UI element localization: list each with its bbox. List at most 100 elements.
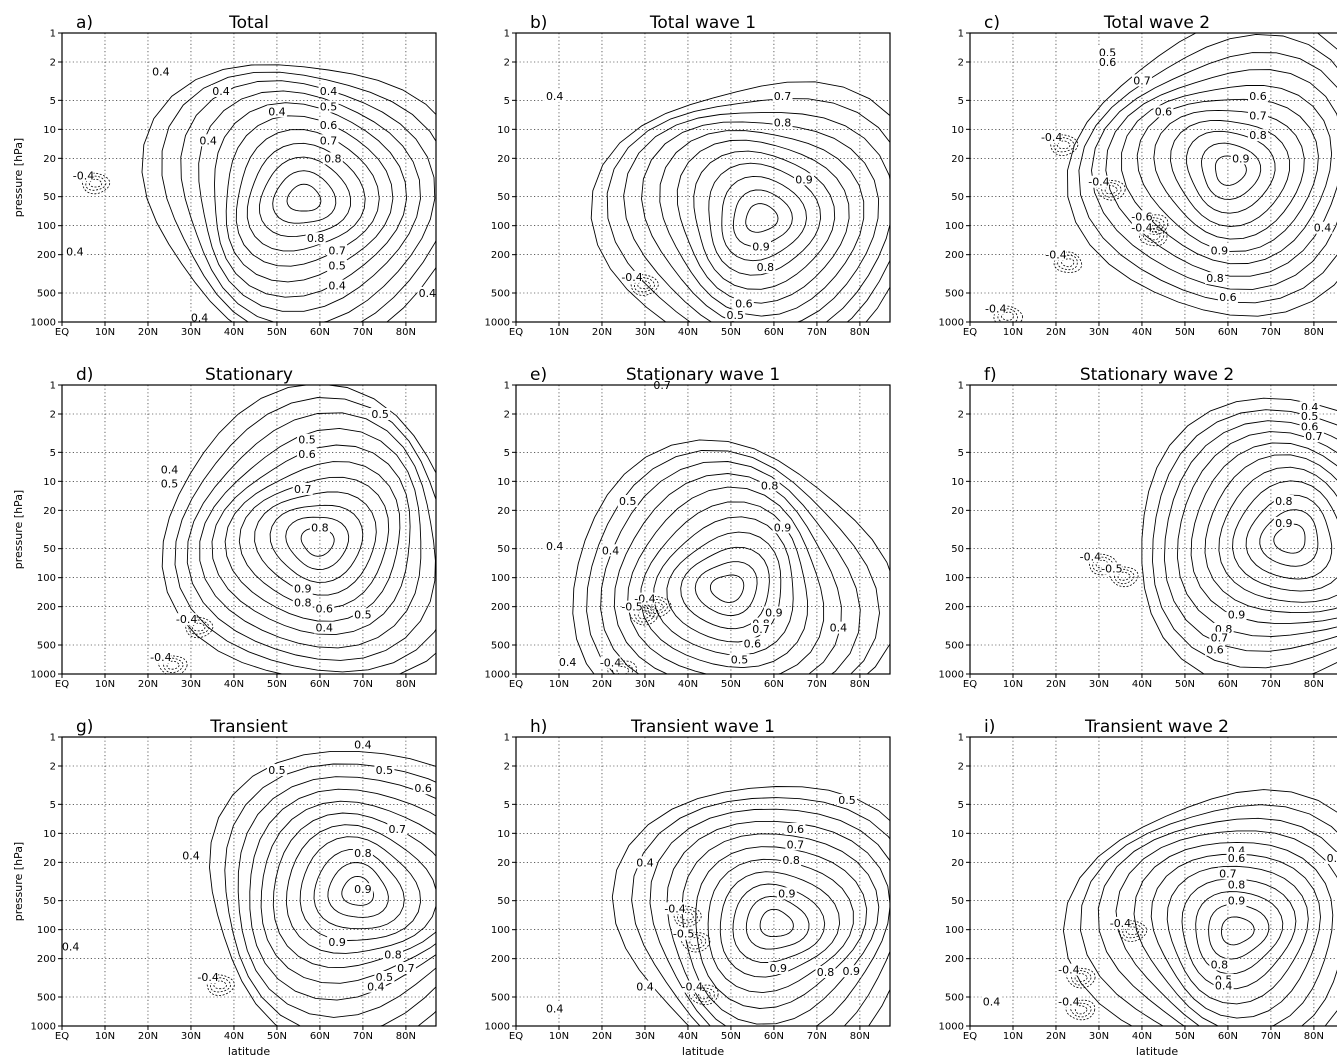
contour-label: 0.9: [1211, 244, 1229, 257]
contour-line: [624, 113, 893, 340]
panel-a: 0.40.40.40.40.50.60.70.80.4-0.40.40.80.7…: [12, 13, 464, 350]
contour-label: 0.5: [320, 101, 338, 114]
contour-label: 0.5: [161, 477, 179, 490]
panel-title: Stationary: [205, 365, 293, 385]
x-tick-label: 10N: [95, 1031, 115, 1042]
contour-label: 0.8: [354, 847, 372, 860]
contour-label: -0.4: [176, 613, 197, 626]
x-tick-label: 40N: [1132, 679, 1152, 690]
contour-label: 0.5: [354, 608, 372, 621]
contour-labels: 0.4 0.70.80.90.90.8-0.40.60.5: [545, 90, 814, 322]
y-tick-label: 100: [491, 925, 510, 936]
y-axis: 1251020501002005001000: [939, 733, 970, 1033]
contour-label: -0.5: [1101, 562, 1122, 575]
x-tick-label: 20N: [592, 1031, 612, 1042]
contour-label: 0.5: [838, 794, 856, 807]
contour-label: 0.6: [744, 637, 762, 650]
y-tick-label: 200: [37, 250, 56, 261]
x-tick-label: 80N: [396, 679, 416, 690]
y-tick-label: 50: [497, 192, 510, 203]
y-tick-label: 5: [958, 448, 964, 459]
y-tick-label: 100: [491, 221, 510, 232]
y-tick-label: 20: [43, 154, 56, 165]
x-tick-label: 10N: [95, 327, 115, 338]
y-tick-label: 50: [43, 896, 56, 907]
x-tick-label: 30N: [1089, 327, 1109, 338]
panel-title: Stationary wave 1: [626, 365, 780, 385]
x-tick-label: 50N: [267, 679, 287, 690]
y-tick-label: 100: [945, 925, 964, 936]
x-tick-label: 50N: [721, 327, 741, 338]
panel-b: 0.4 0.70.80.90.90.8-0.40.60.5125102050100…: [485, 13, 918, 364]
y-axis: 1251020501002005001000: [31, 29, 62, 329]
contour-label: -0.4: [1045, 249, 1066, 262]
y-tick-label: 500: [491, 993, 510, 1004]
panel-title: Total wave 2: [1103, 13, 1210, 33]
contour-label: 0.8: [294, 596, 312, 609]
plot-frame: [62, 33, 436, 322]
panel-label: b): [530, 13, 547, 33]
contour-labels: 0.70.80.90.50.40.4-0.4-0.50.90.80.70.60.…: [545, 379, 849, 670]
y-tick-label: 500: [945, 289, 964, 300]
x-tick-label: 60N: [764, 679, 784, 690]
y-tick-label: 500: [37, 993, 56, 1004]
x-tick-label: 30N: [635, 1031, 655, 1042]
panel-label: g): [76, 717, 93, 737]
y-tick-label: 2: [958, 409, 964, 420]
contour-line: [142, 65, 464, 350]
x-tick-label: 40N: [678, 679, 698, 690]
contour-line: [162, 72, 449, 338]
y-tick-label: 10: [951, 125, 964, 136]
y-tick-label: 200: [945, 954, 964, 965]
contour-label: 0.4: [983, 996, 1001, 1009]
contour-label: 0.8: [761, 479, 779, 492]
x-tick-label: 40N: [678, 327, 698, 338]
y-tick-label: 2: [50, 409, 56, 420]
x-tick-label: EQ: [509, 679, 523, 690]
contour-label: -0.4: [1080, 550, 1101, 563]
contour-line: [1154, 110, 1305, 239]
y-tick-label: 50: [43, 544, 56, 555]
y-tick-label: 20: [497, 858, 510, 869]
contour-labels: 0.40.40.40.40.50.60.70.80.4-0.40.40.80.7…: [65, 65, 438, 324]
contour-line: [710, 575, 743, 602]
y-tick-label: 50: [497, 544, 510, 555]
panel-label: f): [984, 365, 997, 385]
y-tick-label: 20: [951, 858, 964, 869]
contour-label: -0.4: [682, 981, 703, 994]
contour-label: 0.8: [1211, 959, 1229, 972]
plot-frame: [970, 737, 1337, 1026]
x-tick-label: 20N: [138, 1031, 158, 1042]
contour-label: 0.4: [182, 850, 200, 863]
x-tick-label: 10N: [549, 327, 569, 338]
contour-line: [1079, 34, 1337, 302]
x-tick-label: 80N: [396, 327, 416, 338]
contour-label: 0.4: [1215, 980, 1233, 993]
contour-label: 0.4: [546, 540, 564, 553]
x-tick-label: 30N: [1089, 679, 1109, 690]
contour-label: 0.6: [298, 448, 316, 461]
x-tick-label: 30N: [1089, 1031, 1109, 1042]
y-tick-label: 5: [504, 448, 510, 459]
x-axis: EQ 10N 20N 30N 40N 50N 60N 70N 80N: [963, 674, 1324, 690]
contour-label: 0.4: [152, 65, 170, 78]
x-tick-label: 30N: [181, 679, 201, 690]
contour-label: -0.4: [600, 657, 621, 670]
panel-label: a): [76, 13, 93, 33]
y-tick-label: 2: [504, 409, 510, 420]
x-tick-label: 20N: [138, 679, 158, 690]
contour-line: [591, 82, 917, 364]
contour-label: 0.8: [324, 152, 342, 165]
x-tick-label: 10N: [549, 1031, 569, 1042]
contour-line: [1191, 443, 1337, 624]
y-tick-label: 20: [497, 506, 510, 517]
y-tick-label: 20: [951, 154, 964, 165]
contour-lines: [1063, 790, 1337, 1063]
x-tick-label: 60N: [1218, 1031, 1238, 1042]
contour-label: 0.9: [1232, 152, 1250, 165]
contour-label: -0.4: [621, 271, 642, 284]
x-axis: EQ 10N 20N 30N 40N 50N 60N 70N 80N: [509, 1026, 870, 1042]
x-tick-label: EQ: [963, 327, 977, 338]
contour-label: 0.6: [1228, 852, 1246, 865]
y-tick-label: 100: [37, 221, 56, 232]
